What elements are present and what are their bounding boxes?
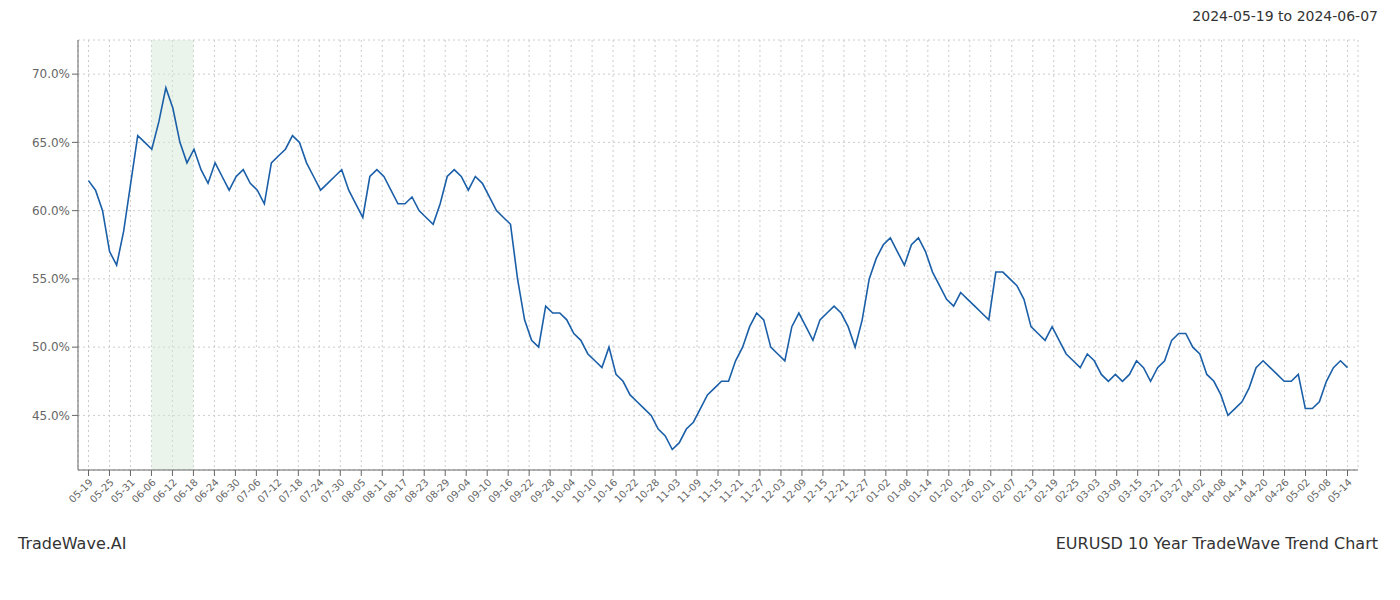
svg-text:11-15: 11-15 <box>696 476 725 505</box>
svg-text:04-08: 04-08 <box>1199 476 1228 505</box>
svg-text:07-12: 07-12 <box>255 476 284 505</box>
svg-text:03-03: 03-03 <box>1073 476 1103 505</box>
html-text:TradeWave.AI: TradeWave.AI <box>18 534 127 553</box>
svg-text:11-03: 11-03 <box>654 476 683 505</box>
svg-text:08-17: 08-17 <box>381 476 410 505</box>
svg-text:12-15: 12-15 <box>801 476 830 505</box>
svg-text:08-23: 08-23 <box>402 476 431 505</box>
html-text:2024-05-19 to 2024-06-07: 2024-05-19 to 2024-06-07 <box>1192 8 1378 24</box>
svg-text:02-01: 02-01 <box>968 476 998 505</box>
svg-text:10-22: 10-22 <box>612 476 641 505</box>
svg-text:07-24: 07-24 <box>297 476 326 505</box>
svg-text:12-09: 12-09 <box>780 476 809 505</box>
svg-text:06-30: 06-30 <box>213 476 242 505</box>
svg-text:08-11: 08-11 <box>360 476 389 505</box>
svg-text:04-14: 04-14 <box>1220 476 1249 505</box>
svg-text:05-14: 05-14 <box>1326 477 1354 505</box>
svg-text:10-16: 10-16 <box>591 476 620 505</box>
svg-text:01-14: 01-14 <box>905 476 935 505</box>
svg-text:11-21: 11-21 <box>717 476 746 505</box>
svg-text:04-26: 04-26 <box>1262 476 1291 505</box>
svg-text:10-28: 10-28 <box>633 476 662 505</box>
svg-text:01-26: 01-26 <box>947 476 977 505</box>
svg-text:70.0%: 70.0% <box>32 67 70 81</box>
svg-text:09-10: 09-10 <box>465 476 494 505</box>
svg-text:65.0%: 65.0% <box>32 136 70 150</box>
svg-text:07-18: 07-18 <box>276 476 305 505</box>
svg-text:02-13: 02-13 <box>1010 476 1040 505</box>
svg-text:09-22: 09-22 <box>507 476 536 505</box>
svg-text:07-30: 07-30 <box>318 476 347 505</box>
html-text:EURUSD 10 Year TradeWave Trend: EURUSD 10 Year TradeWave Trend Chart <box>1055 534 1378 553</box>
svg-text:07-06: 07-06 <box>234 476 263 505</box>
svg-text:10-10: 10-10 <box>570 476 599 505</box>
svg-text:12-27: 12-27 <box>843 476 872 505</box>
svg-text:05-25: 05-25 <box>87 476 116 505</box>
svg-text:02-19: 02-19 <box>1031 476 1061 505</box>
svg-text:04-20: 04-20 <box>1241 476 1270 505</box>
svg-text:09-28: 09-28 <box>528 476 557 505</box>
svg-text:03-21: 03-21 <box>1136 476 1166 505</box>
svg-text:08-05: 08-05 <box>339 476 368 505</box>
svg-text:02-25: 02-25 <box>1052 476 1082 505</box>
svg-text:60.0%: 60.0% <box>32 204 70 218</box>
svg-text:05-08: 05-08 <box>1304 476 1333 505</box>
svg-text:55.0%: 55.0% <box>32 272 70 286</box>
svg-text:01-20: 01-20 <box>926 476 956 505</box>
svg-text:06-12: 06-12 <box>150 476 179 505</box>
svg-text:50.0%: 50.0% <box>32 340 70 354</box>
svg-text:01-02: 01-02 <box>864 476 893 505</box>
svg-text:11-27: 11-27 <box>738 476 767 505</box>
svg-text:06-24: 06-24 <box>192 476 221 505</box>
svg-text:08-29: 08-29 <box>423 476 452 505</box>
svg-text:12-21: 12-21 <box>822 476 851 505</box>
svg-text:05-31: 05-31 <box>108 476 137 505</box>
svg-text:05-19: 05-19 <box>66 476 95 505</box>
svg-text:45.0%: 45.0% <box>32 409 70 423</box>
svg-text:10-04: 10-04 <box>549 476 578 505</box>
svg-text:03-15: 03-15 <box>1115 476 1145 505</box>
svg-text:09-04: 09-04 <box>444 476 473 505</box>
svg-text:03-09: 03-09 <box>1094 476 1124 505</box>
svg-text:04-02: 04-02 <box>1178 476 1208 505</box>
svg-text:06-18: 06-18 <box>171 476 200 505</box>
svg-text:12-03: 12-03 <box>759 476 788 505</box>
svg-text:01-08: 01-08 <box>885 476 914 505</box>
svg-text:05-02: 05-02 <box>1283 476 1312 505</box>
svg-text:03-27: 03-27 <box>1157 476 1187 505</box>
svg-text:06-06: 06-06 <box>129 476 158 505</box>
svg-text:09-16: 09-16 <box>486 476 515 505</box>
svg-text:11-09: 11-09 <box>675 476 704 505</box>
svg-text:02-07: 02-07 <box>989 476 1019 505</box>
